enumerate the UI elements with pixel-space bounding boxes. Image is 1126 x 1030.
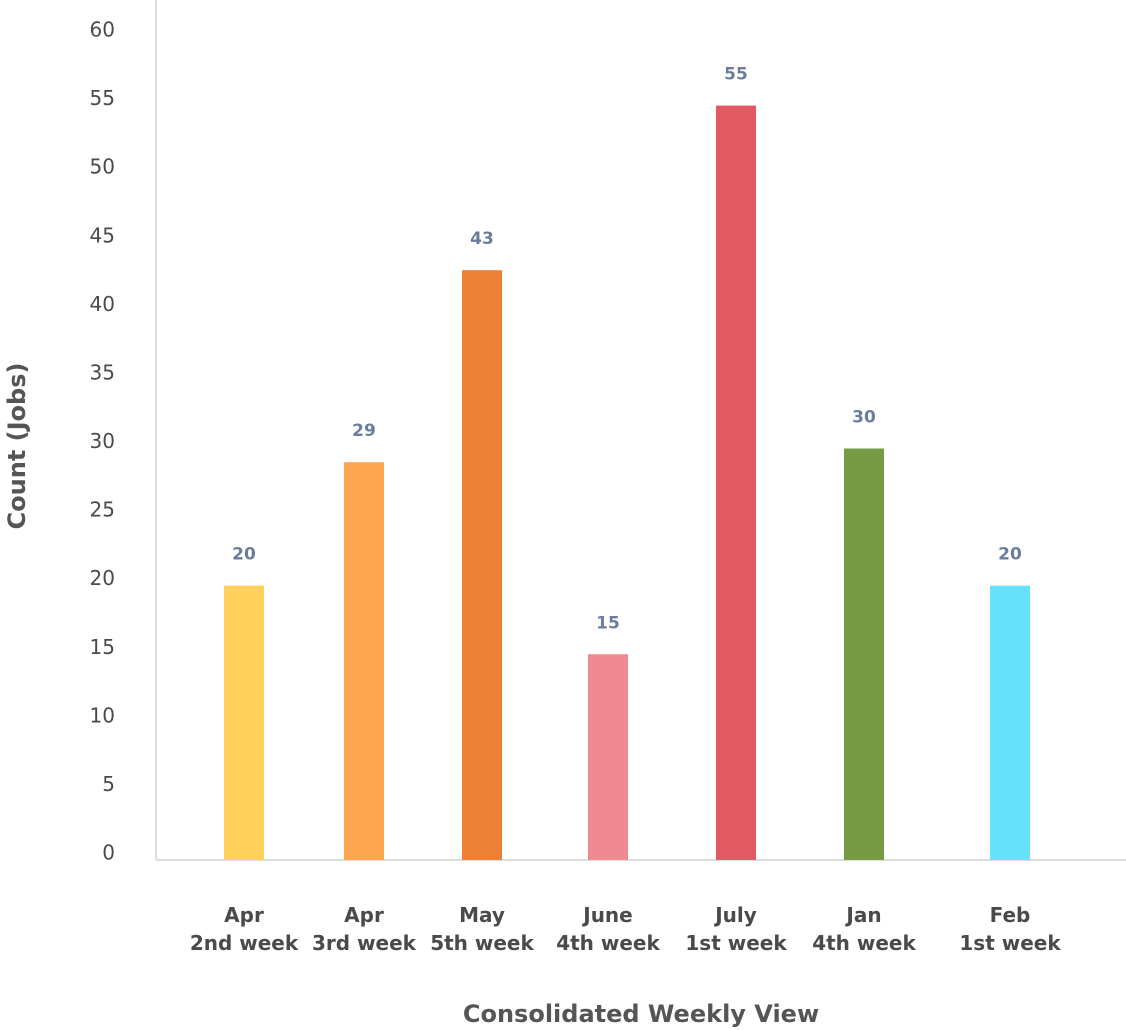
y-tick-label: 25 — [90, 498, 115, 522]
bar — [990, 585, 1030, 860]
x-tick-label: Jan 4th week — [812, 903, 916, 955]
data-label: 43 — [470, 229, 494, 249]
bar — [716, 105, 756, 861]
bar — [224, 585, 264, 860]
data-label: 20 — [232, 545, 256, 565]
bar — [588, 654, 628, 860]
y-tick-label: 45 — [90, 223, 115, 247]
y-tick-label: 15 — [90, 635, 115, 659]
data-label: 15 — [596, 613, 620, 633]
y-tick-label: 20 — [90, 566, 115, 590]
y-tick-label: 50 — [90, 155, 115, 179]
x-axis-title: Consolidated Weekly View — [463, 1000, 819, 1028]
bar — [344, 462, 384, 860]
y-tick-label: 10 — [90, 703, 115, 727]
y-tick-label: 60 — [90, 18, 115, 42]
y-tick-label: 35 — [90, 360, 115, 384]
bar — [462, 270, 502, 860]
x-tick-label: July 1st week — [685, 903, 787, 955]
y-tick-label: 5 — [102, 772, 115, 796]
y-tick-label: 30 — [90, 429, 115, 453]
data-label: 20 — [998, 545, 1022, 565]
bar — [844, 448, 884, 860]
y-axis-title: Count (Jobs) — [3, 363, 31, 530]
data-label: 29 — [352, 421, 376, 441]
x-tick-label: June 4th week — [556, 903, 660, 955]
x-tick-label: Apr 2nd week — [190, 903, 299, 955]
y-tick-label: 40 — [90, 292, 115, 316]
y-tick-label: 55 — [90, 86, 115, 110]
x-tick-label: Feb 1st week — [959, 903, 1061, 955]
y-tick-label: 0 — [102, 841, 115, 865]
x-tick-label: Apr 3rd week — [312, 903, 417, 955]
x-tick-label: May 5th week — [430, 903, 534, 955]
data-label: 55 — [724, 65, 748, 85]
data-label: 30 — [852, 408, 876, 428]
